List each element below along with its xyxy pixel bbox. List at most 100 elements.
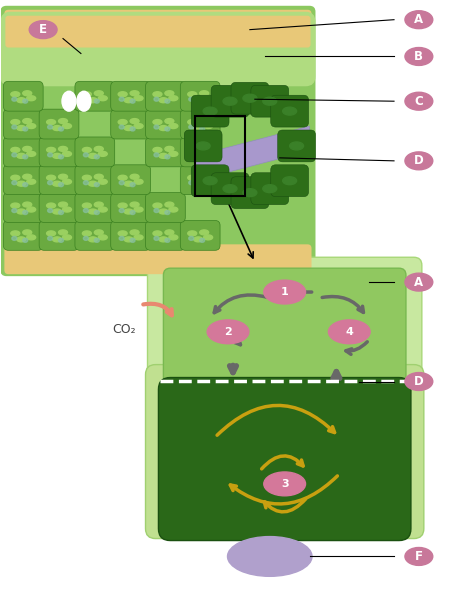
Ellipse shape: [153, 203, 162, 208]
FancyBboxPatch shape: [3, 193, 43, 223]
Ellipse shape: [200, 91, 209, 96]
FancyBboxPatch shape: [146, 109, 185, 139]
Ellipse shape: [204, 124, 213, 128]
Ellipse shape: [23, 99, 28, 103]
FancyBboxPatch shape: [180, 137, 220, 167]
Ellipse shape: [27, 207, 36, 212]
Ellipse shape: [23, 183, 28, 187]
Ellipse shape: [124, 209, 133, 214]
Ellipse shape: [23, 211, 28, 215]
Ellipse shape: [48, 181, 53, 185]
FancyBboxPatch shape: [158, 377, 411, 541]
Ellipse shape: [130, 99, 135, 103]
Ellipse shape: [169, 235, 178, 240]
FancyBboxPatch shape: [75, 193, 115, 223]
Ellipse shape: [223, 185, 237, 193]
FancyBboxPatch shape: [3, 220, 43, 250]
Ellipse shape: [118, 231, 127, 236]
Ellipse shape: [159, 98, 168, 103]
Ellipse shape: [203, 107, 217, 115]
FancyBboxPatch shape: [3, 165, 43, 194]
Ellipse shape: [283, 177, 297, 185]
Ellipse shape: [204, 235, 213, 240]
Ellipse shape: [189, 97, 194, 101]
Text: D: D: [414, 154, 424, 167]
Ellipse shape: [59, 238, 63, 242]
Ellipse shape: [134, 207, 143, 212]
Ellipse shape: [27, 124, 36, 128]
FancyBboxPatch shape: [4, 244, 311, 274]
Ellipse shape: [264, 280, 305, 304]
Ellipse shape: [153, 119, 162, 125]
FancyBboxPatch shape: [147, 257, 422, 392]
Ellipse shape: [53, 209, 61, 214]
Ellipse shape: [47, 231, 55, 236]
Ellipse shape: [77, 91, 91, 111]
Bar: [195, 116, 245, 196]
FancyBboxPatch shape: [271, 95, 309, 127]
Ellipse shape: [94, 99, 99, 103]
Ellipse shape: [194, 154, 203, 158]
Ellipse shape: [84, 209, 88, 212]
FancyBboxPatch shape: [146, 137, 185, 167]
Ellipse shape: [48, 236, 53, 241]
Ellipse shape: [188, 175, 197, 180]
Ellipse shape: [194, 125, 203, 131]
Ellipse shape: [188, 119, 197, 125]
Ellipse shape: [188, 231, 197, 236]
FancyBboxPatch shape: [111, 220, 151, 250]
Ellipse shape: [27, 151, 36, 157]
Ellipse shape: [62, 91, 76, 111]
Ellipse shape: [88, 98, 97, 103]
Ellipse shape: [165, 155, 170, 159]
Ellipse shape: [124, 125, 133, 131]
Ellipse shape: [94, 211, 99, 215]
Ellipse shape: [188, 92, 197, 97]
Ellipse shape: [188, 148, 197, 152]
Text: D: D: [414, 375, 424, 388]
Ellipse shape: [82, 203, 91, 208]
Ellipse shape: [84, 236, 88, 241]
Ellipse shape: [207, 320, 249, 344]
Ellipse shape: [130, 119, 139, 124]
Text: B: B: [414, 50, 423, 63]
Ellipse shape: [59, 127, 63, 131]
Ellipse shape: [23, 202, 32, 207]
FancyBboxPatch shape: [146, 365, 424, 539]
Ellipse shape: [59, 230, 67, 235]
Ellipse shape: [154, 97, 159, 101]
Ellipse shape: [11, 92, 20, 97]
Ellipse shape: [130, 127, 135, 131]
Text: A: A: [414, 275, 424, 289]
Ellipse shape: [82, 148, 91, 152]
FancyBboxPatch shape: [111, 82, 151, 111]
Ellipse shape: [94, 238, 99, 242]
Ellipse shape: [59, 146, 67, 151]
Ellipse shape: [154, 125, 159, 129]
Ellipse shape: [154, 209, 159, 212]
Ellipse shape: [62, 207, 72, 212]
FancyBboxPatch shape: [211, 85, 249, 117]
Ellipse shape: [59, 155, 63, 159]
FancyBboxPatch shape: [251, 173, 289, 205]
Ellipse shape: [165, 99, 170, 103]
FancyBboxPatch shape: [180, 165, 220, 194]
Ellipse shape: [165, 211, 170, 215]
Ellipse shape: [165, 127, 170, 131]
Ellipse shape: [27, 235, 36, 240]
Ellipse shape: [154, 236, 159, 241]
Ellipse shape: [47, 148, 55, 152]
Ellipse shape: [48, 125, 53, 129]
Ellipse shape: [169, 151, 178, 157]
Ellipse shape: [12, 153, 17, 157]
Ellipse shape: [94, 91, 103, 96]
FancyBboxPatch shape: [111, 193, 151, 223]
Ellipse shape: [189, 125, 194, 129]
Ellipse shape: [59, 174, 67, 179]
Ellipse shape: [200, 155, 205, 159]
FancyBboxPatch shape: [180, 82, 220, 111]
Ellipse shape: [203, 177, 217, 185]
Ellipse shape: [47, 203, 55, 208]
FancyBboxPatch shape: [180, 220, 220, 250]
Ellipse shape: [153, 148, 162, 152]
